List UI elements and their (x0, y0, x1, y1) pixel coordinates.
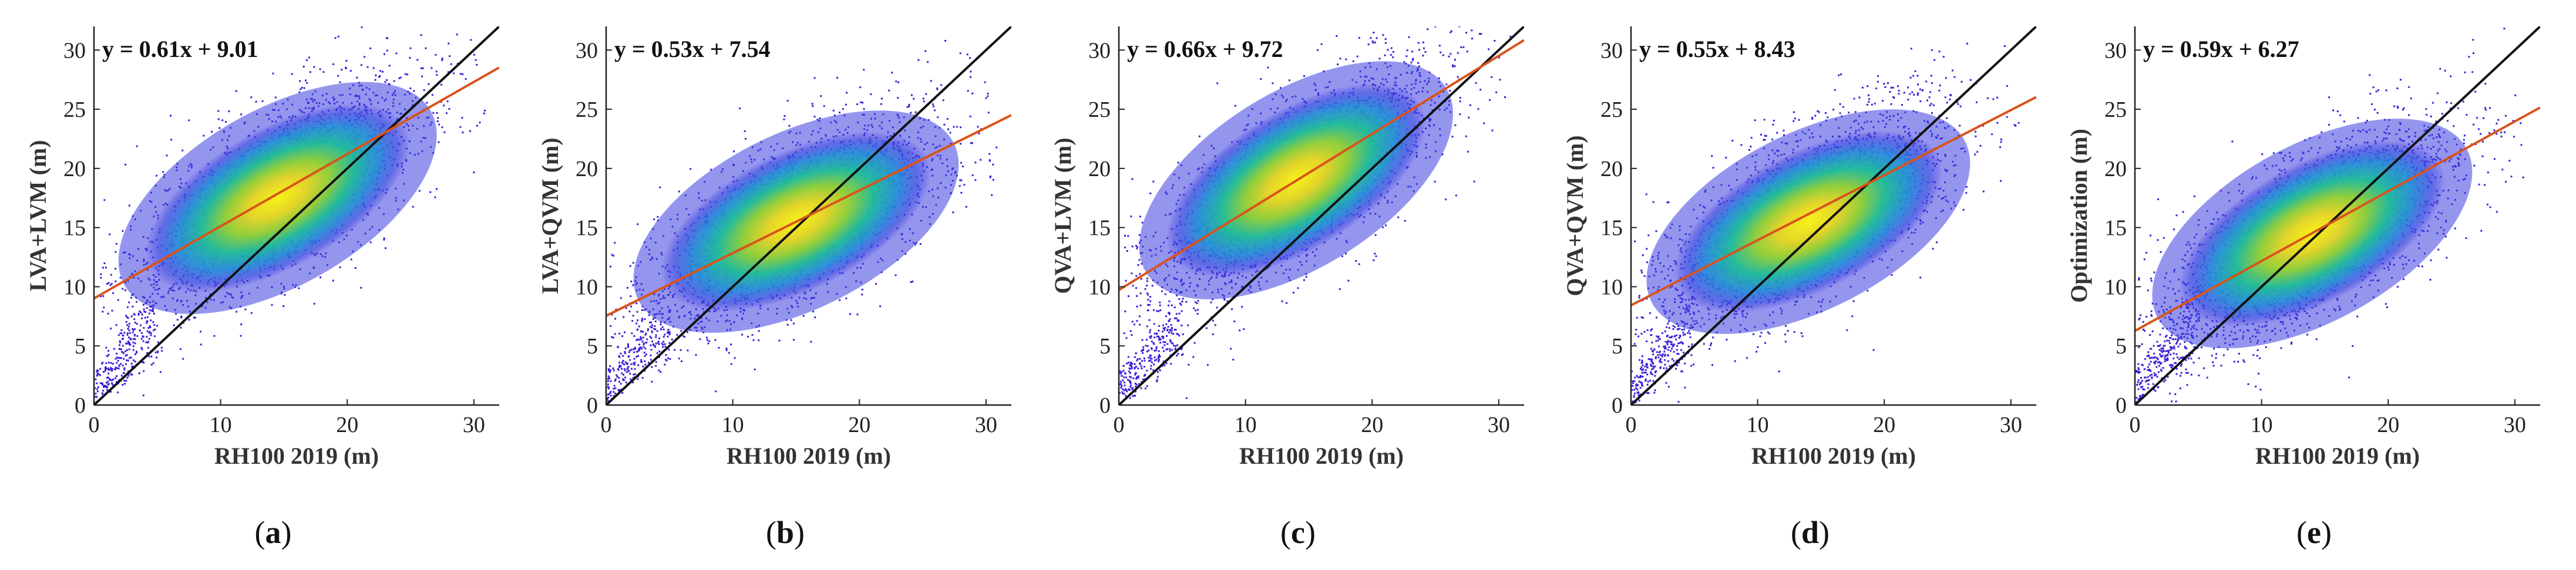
x-tick-label: 10 (2251, 413, 2273, 437)
y-tick-label: 20 (1088, 157, 1111, 181)
scatter-area (94, 26, 499, 405)
panel-d: 0 5 10 15 20 25 30 0 10 20 30 y = 0.55x + 8.43 RH100… (1562, 26, 2036, 550)
fit-equation: y = 0.53x + 7.54 (614, 36, 771, 62)
scatter-area (1119, 26, 1524, 405)
y-tick-label: 30 (2104, 38, 2127, 63)
y-tick-label: 5 (1099, 334, 1111, 359)
identity-line (1119, 26, 1524, 405)
regression-line (1631, 96, 2036, 306)
panel-caption: (e) (2296, 515, 2332, 550)
panel-caption: (c) (1280, 515, 1316, 550)
regression-line (606, 114, 1011, 317)
x-axis-label: RH100 2019 (m) (727, 443, 891, 469)
panel-c: 0 5 10 15 20 25 30 0 10 20 30 y = 0.66x + 9.72 RH100… (1050, 26, 1524, 550)
y-tick-label: 0 (1099, 393, 1111, 418)
x-axis-label: RH100 2019 (m) (1239, 443, 1404, 469)
x-tick-label: 20 (848, 413, 870, 437)
y-tick-label: 0 (587, 393, 598, 418)
x-axis-label: RH100 2019 (m) (2255, 443, 2420, 469)
panel-caption: (d) (1791, 515, 1830, 550)
y-tick-label: 25 (576, 97, 598, 122)
y-tick-label: 15 (576, 216, 598, 241)
x-tick-label: 20 (1361, 413, 1383, 437)
panel-b: 0 5 10 15 20 25 30 0 10 20 30 y = 0.53x + 7.54 RH100… (537, 26, 1011, 550)
y-tick-label: 15 (63, 216, 86, 241)
scatter-area (1631, 26, 2036, 405)
y-axis-label: QVA+QVM (m) (1562, 135, 1588, 296)
y-axis-label: LVA+LVM (m) (25, 140, 51, 291)
y-tick-label: 25 (1600, 97, 1623, 122)
regression-line (1119, 39, 1524, 291)
y-axis-label: LVA+QVM (m) (537, 137, 563, 294)
y-tick-label: 10 (576, 275, 598, 299)
scatter-area (606, 26, 1011, 405)
fit-equation: y = 0.66x + 9.72 (1127, 36, 1283, 62)
identity-line (1631, 26, 2036, 405)
y-tick-label: 5 (2116, 334, 2127, 359)
x-tick-label: 0 (1626, 413, 1637, 437)
y-tick-label: 15 (1600, 216, 1623, 241)
identity-line (94, 26, 499, 405)
identity-line (2135, 26, 2540, 405)
panel-e: 0 5 10 15 20 25 30 0 10 20 30 y = 0.59x + 6.27 RH100… (2066, 26, 2540, 550)
y-tick-label: 5 (1612, 334, 1623, 359)
y-tick-label: 10 (63, 275, 86, 299)
y-tick-label: 0 (1612, 393, 1623, 418)
y-tick-label: 0 (75, 393, 86, 418)
x-tick-label: 30 (463, 413, 485, 437)
x-tick-label: 30 (1488, 413, 1510, 437)
panel-a: 0 5 10 15 20 25 30 0 10 20 30 y = 0.61x + 9.01 RH100… (25, 26, 499, 550)
y-axis-label: Optimization (m) (2066, 129, 2092, 303)
x-tick-label: 20 (1873, 413, 1895, 437)
y-tick-label: 15 (1088, 216, 1111, 241)
y-tick-label: 30 (1088, 38, 1111, 63)
y-tick-label: 25 (2104, 97, 2127, 122)
x-axis-label: RH100 2019 (m) (214, 443, 379, 469)
y-tick-label: 5 (587, 334, 598, 359)
scatter-area (2135, 26, 2540, 405)
fit-equation: y = 0.59x + 6.27 (2143, 36, 2299, 62)
y-tick-label: 10 (1600, 275, 1623, 299)
x-axis-label: RH100 2019 (m) (1751, 443, 1916, 469)
x-tick-label: 20 (2377, 413, 2399, 437)
x-tick-label: 10 (722, 413, 744, 437)
panel-caption: (b) (766, 515, 805, 550)
y-axis-label: QVA+LVM (m) (1050, 137, 1076, 294)
y-tick-label: 0 (2116, 393, 2127, 418)
y-tick-label: 25 (63, 97, 86, 122)
regression-line (94, 66, 499, 300)
y-tick-label: 20 (63, 157, 86, 181)
density-core (145, 103, 410, 293)
fit-equation: y = 0.61x + 9.01 (102, 36, 258, 62)
y-tick-label: 20 (2104, 157, 2127, 181)
x-tick-label: 0 (1114, 413, 1125, 437)
y-tick-label: 30 (1600, 38, 1623, 63)
x-tick-label: 20 (336, 413, 358, 437)
regression-line (2135, 106, 2540, 332)
x-tick-label: 0 (2130, 413, 2141, 437)
x-tick-label: 10 (1747, 413, 1769, 437)
y-tick-label: 25 (1088, 97, 1111, 122)
fit-equation: y = 0.55x + 8.43 (1639, 36, 1795, 62)
panel-caption: (a) (255, 515, 292, 550)
y-tick-label: 30 (63, 38, 86, 63)
y-tick-label: 20 (1600, 157, 1623, 181)
y-tick-label: 10 (1088, 275, 1111, 299)
y-tick-label: 15 (2104, 216, 2127, 241)
y-tick-label: 5 (75, 334, 86, 359)
x-tick-label: 30 (975, 413, 997, 437)
x-tick-label: 30 (2504, 413, 2526, 437)
x-tick-label: 0 (89, 413, 100, 437)
x-tick-label: 10 (1235, 413, 1257, 437)
x-tick-label: 0 (601, 413, 612, 437)
y-tick-label: 30 (576, 38, 598, 63)
y-tick-label: 10 (2104, 275, 2127, 299)
x-tick-label: 30 (2000, 413, 2022, 437)
y-tick-label: 20 (576, 157, 598, 181)
x-tick-label: 10 (210, 413, 232, 437)
